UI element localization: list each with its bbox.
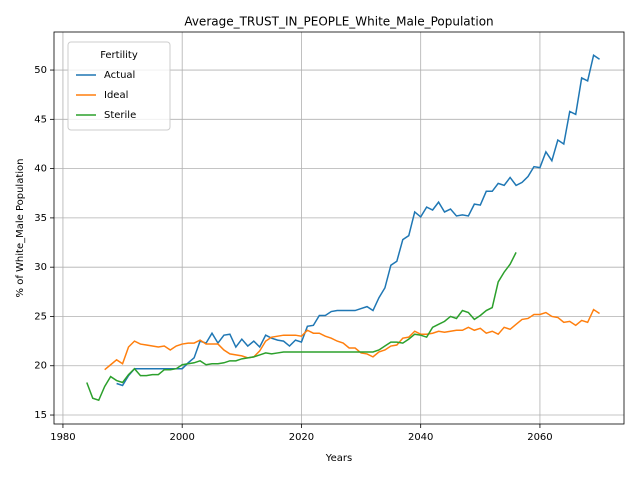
x-tick-label: 2060 — [527, 432, 552, 443]
y-tick-label: 20 — [34, 361, 47, 372]
y-tick-label: 50 — [34, 65, 47, 76]
legend-label: Actual — [104, 70, 135, 81]
line-series — [116, 54, 600, 387]
x-tick-label: 1980 — [50, 432, 75, 443]
legend-label: Sterile — [104, 110, 136, 121]
legend-title: Fertility — [100, 50, 138, 61]
x-tick-label: 2040 — [408, 432, 433, 443]
x-tick-label: 2020 — [289, 432, 314, 443]
y-tick-label: 40 — [34, 164, 47, 175]
chart-title: Average_TRUST_IN_PEOPLE_White_Male_Popul… — [184, 15, 493, 29]
y-tick-label: 15 — [34, 410, 47, 421]
y-axis-label: % of White_Male Population — [15, 159, 26, 298]
y-tick-label: 45 — [34, 114, 47, 125]
x-axis-label: Years — [325, 453, 352, 464]
line-series — [104, 308, 600, 371]
y-tick-label: 30 — [34, 262, 47, 273]
y-tick-label: 35 — [34, 213, 47, 224]
plot-frame — [53, 31, 625, 425]
legend-box — [67, 41, 171, 131]
y-tick-label: 25 — [34, 311, 47, 322]
legend-label: Ideal — [104, 90, 128, 101]
line-series — [86, 252, 517, 402]
x-tick-label: 2000 — [169, 432, 194, 443]
